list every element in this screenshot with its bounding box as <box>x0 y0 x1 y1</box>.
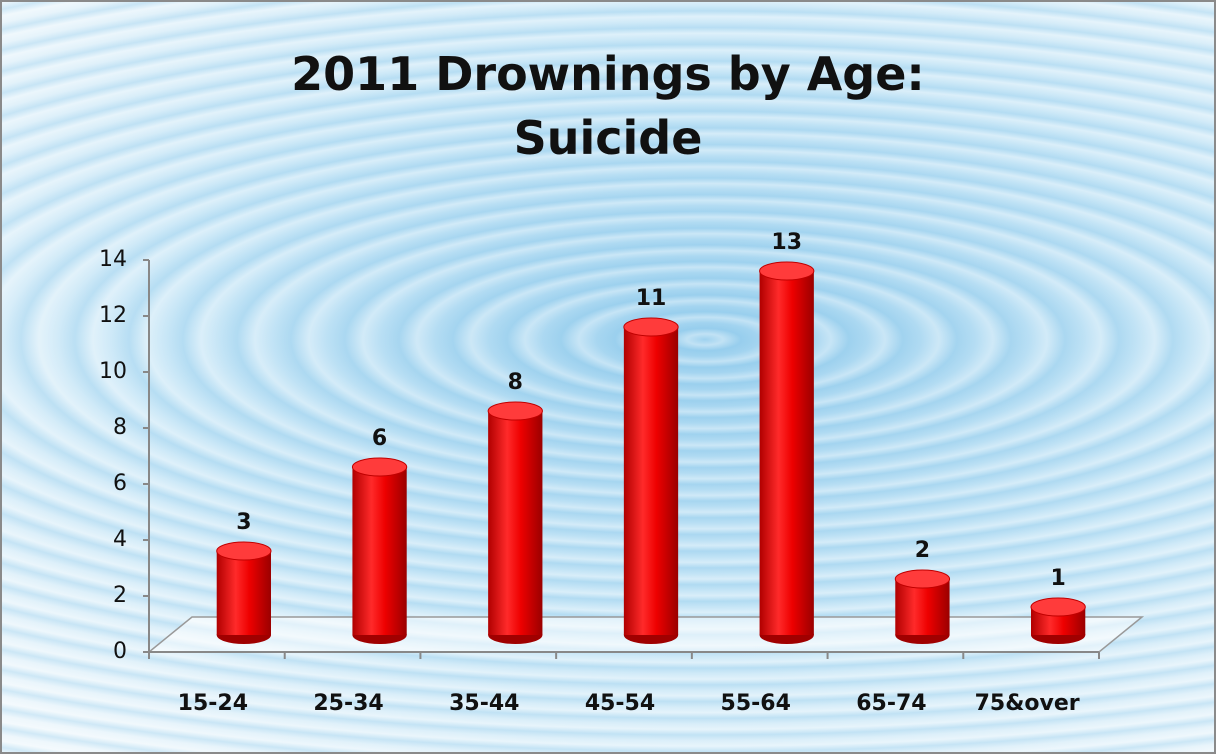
x-tick-label: 25-34 <box>313 691 383 716</box>
x-tick-label: 45-54 <box>585 691 655 716</box>
x-tick-label: 75&over <box>975 691 1080 716</box>
value-label: 6 <box>372 426 387 451</box>
y-tick-label: 2 <box>113 583 127 608</box>
bar-cap <box>623 317 679 337</box>
bar-cap <box>1030 597 1086 617</box>
bar <box>623 327 679 635</box>
value-label: 1 <box>1050 566 1065 591</box>
value-label: 3 <box>236 510 251 535</box>
y-tick-label: 4 <box>113 527 127 552</box>
bar-cap <box>216 541 272 561</box>
bar-cap <box>759 261 815 281</box>
y-tick-label: 10 <box>99 359 127 384</box>
bar-cap <box>894 569 951 589</box>
x-tick-label: 35-44 <box>449 691 519 716</box>
value-label: 13 <box>771 230 802 255</box>
x-tick-label: 55-64 <box>721 691 791 716</box>
y-tick-label: 12 <box>99 303 127 328</box>
y-tick-label: 0 <box>113 639 127 664</box>
title-box: 2011 Drownings by Age: Suicide <box>2 42 1214 170</box>
chart-title: 2011 Drownings by Age: Suicide <box>291 47 925 165</box>
bar <box>759 271 814 635</box>
bar-cap <box>487 401 543 421</box>
bar <box>488 411 543 635</box>
bar <box>352 467 407 635</box>
bar-cap <box>351 457 408 477</box>
value-label: 11 <box>636 286 667 311</box>
bar <box>216 551 271 635</box>
x-tick-label: 65-74 <box>856 691 926 716</box>
value-label: 2 <box>915 538 930 563</box>
value-label: 8 <box>508 370 523 395</box>
x-tick-label: 15-24 <box>178 691 248 716</box>
y-tick-label: 6 <box>113 471 127 496</box>
y-tick-label: 8 <box>113 415 127 440</box>
y-tick-label: 14 <box>99 247 127 272</box>
